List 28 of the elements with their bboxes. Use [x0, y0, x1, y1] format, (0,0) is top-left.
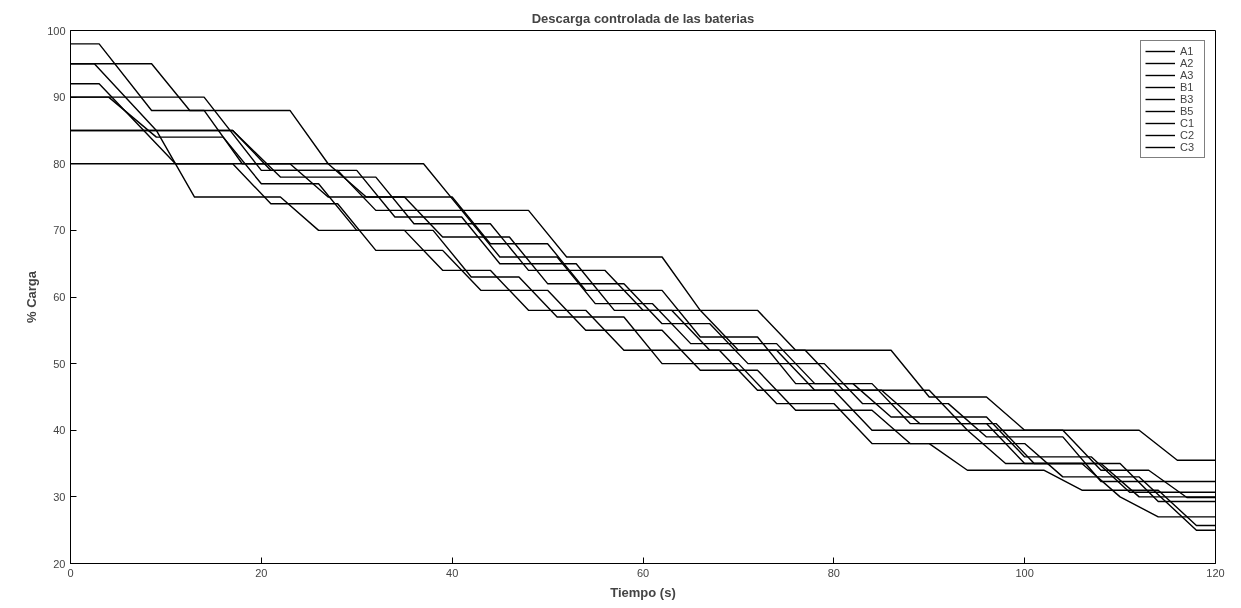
- chart-title: Descarga controlada de las baterias: [531, 10, 755, 26]
- y-tick-label: 30: [53, 490, 66, 503]
- legend-label: C1: [1180, 117, 1196, 129]
- y-tick-label: 60: [53, 291, 66, 303]
- y-tick-label: 80: [53, 157, 66, 170]
- x-tick-label: 100: [1015, 566, 1034, 579]
- x-tick-label: 60: [636, 566, 650, 579]
- x-tick-label: 40: [446, 566, 459, 579]
- y-axis-title: % Carga: [24, 270, 40, 324]
- y-tick-label: 20: [53, 557, 66, 570]
- legend-label: A1: [1180, 45, 1195, 57]
- y-tick-label: 100: [47, 24, 66, 37]
- legend-label: A3: [1180, 69, 1195, 81]
- legend-label: C2: [1180, 129, 1196, 141]
- y-tick-label: 70: [53, 224, 66, 237]
- legend-label: B1: [1180, 81, 1195, 93]
- legend-label: C3: [1180, 141, 1196, 153]
- x-tick-label: 120: [1206, 566, 1225, 579]
- x-tick-label: 20: [255, 566, 268, 579]
- y-tick-label: 40: [53, 424, 66, 437]
- y-tick-label: 90: [53, 91, 66, 104]
- legend-label: B3: [1180, 93, 1195, 105]
- x-tick-label: 80: [827, 566, 840, 579]
- legend-label: B5: [1180, 105, 1195, 117]
- x-axis-title: Tiempo (s): [610, 584, 676, 600]
- x-tick-label: 0: [67, 566, 74, 579]
- legend-label: A2: [1180, 57, 1195, 69]
- y-tick-label: 50: [53, 357, 66, 370]
